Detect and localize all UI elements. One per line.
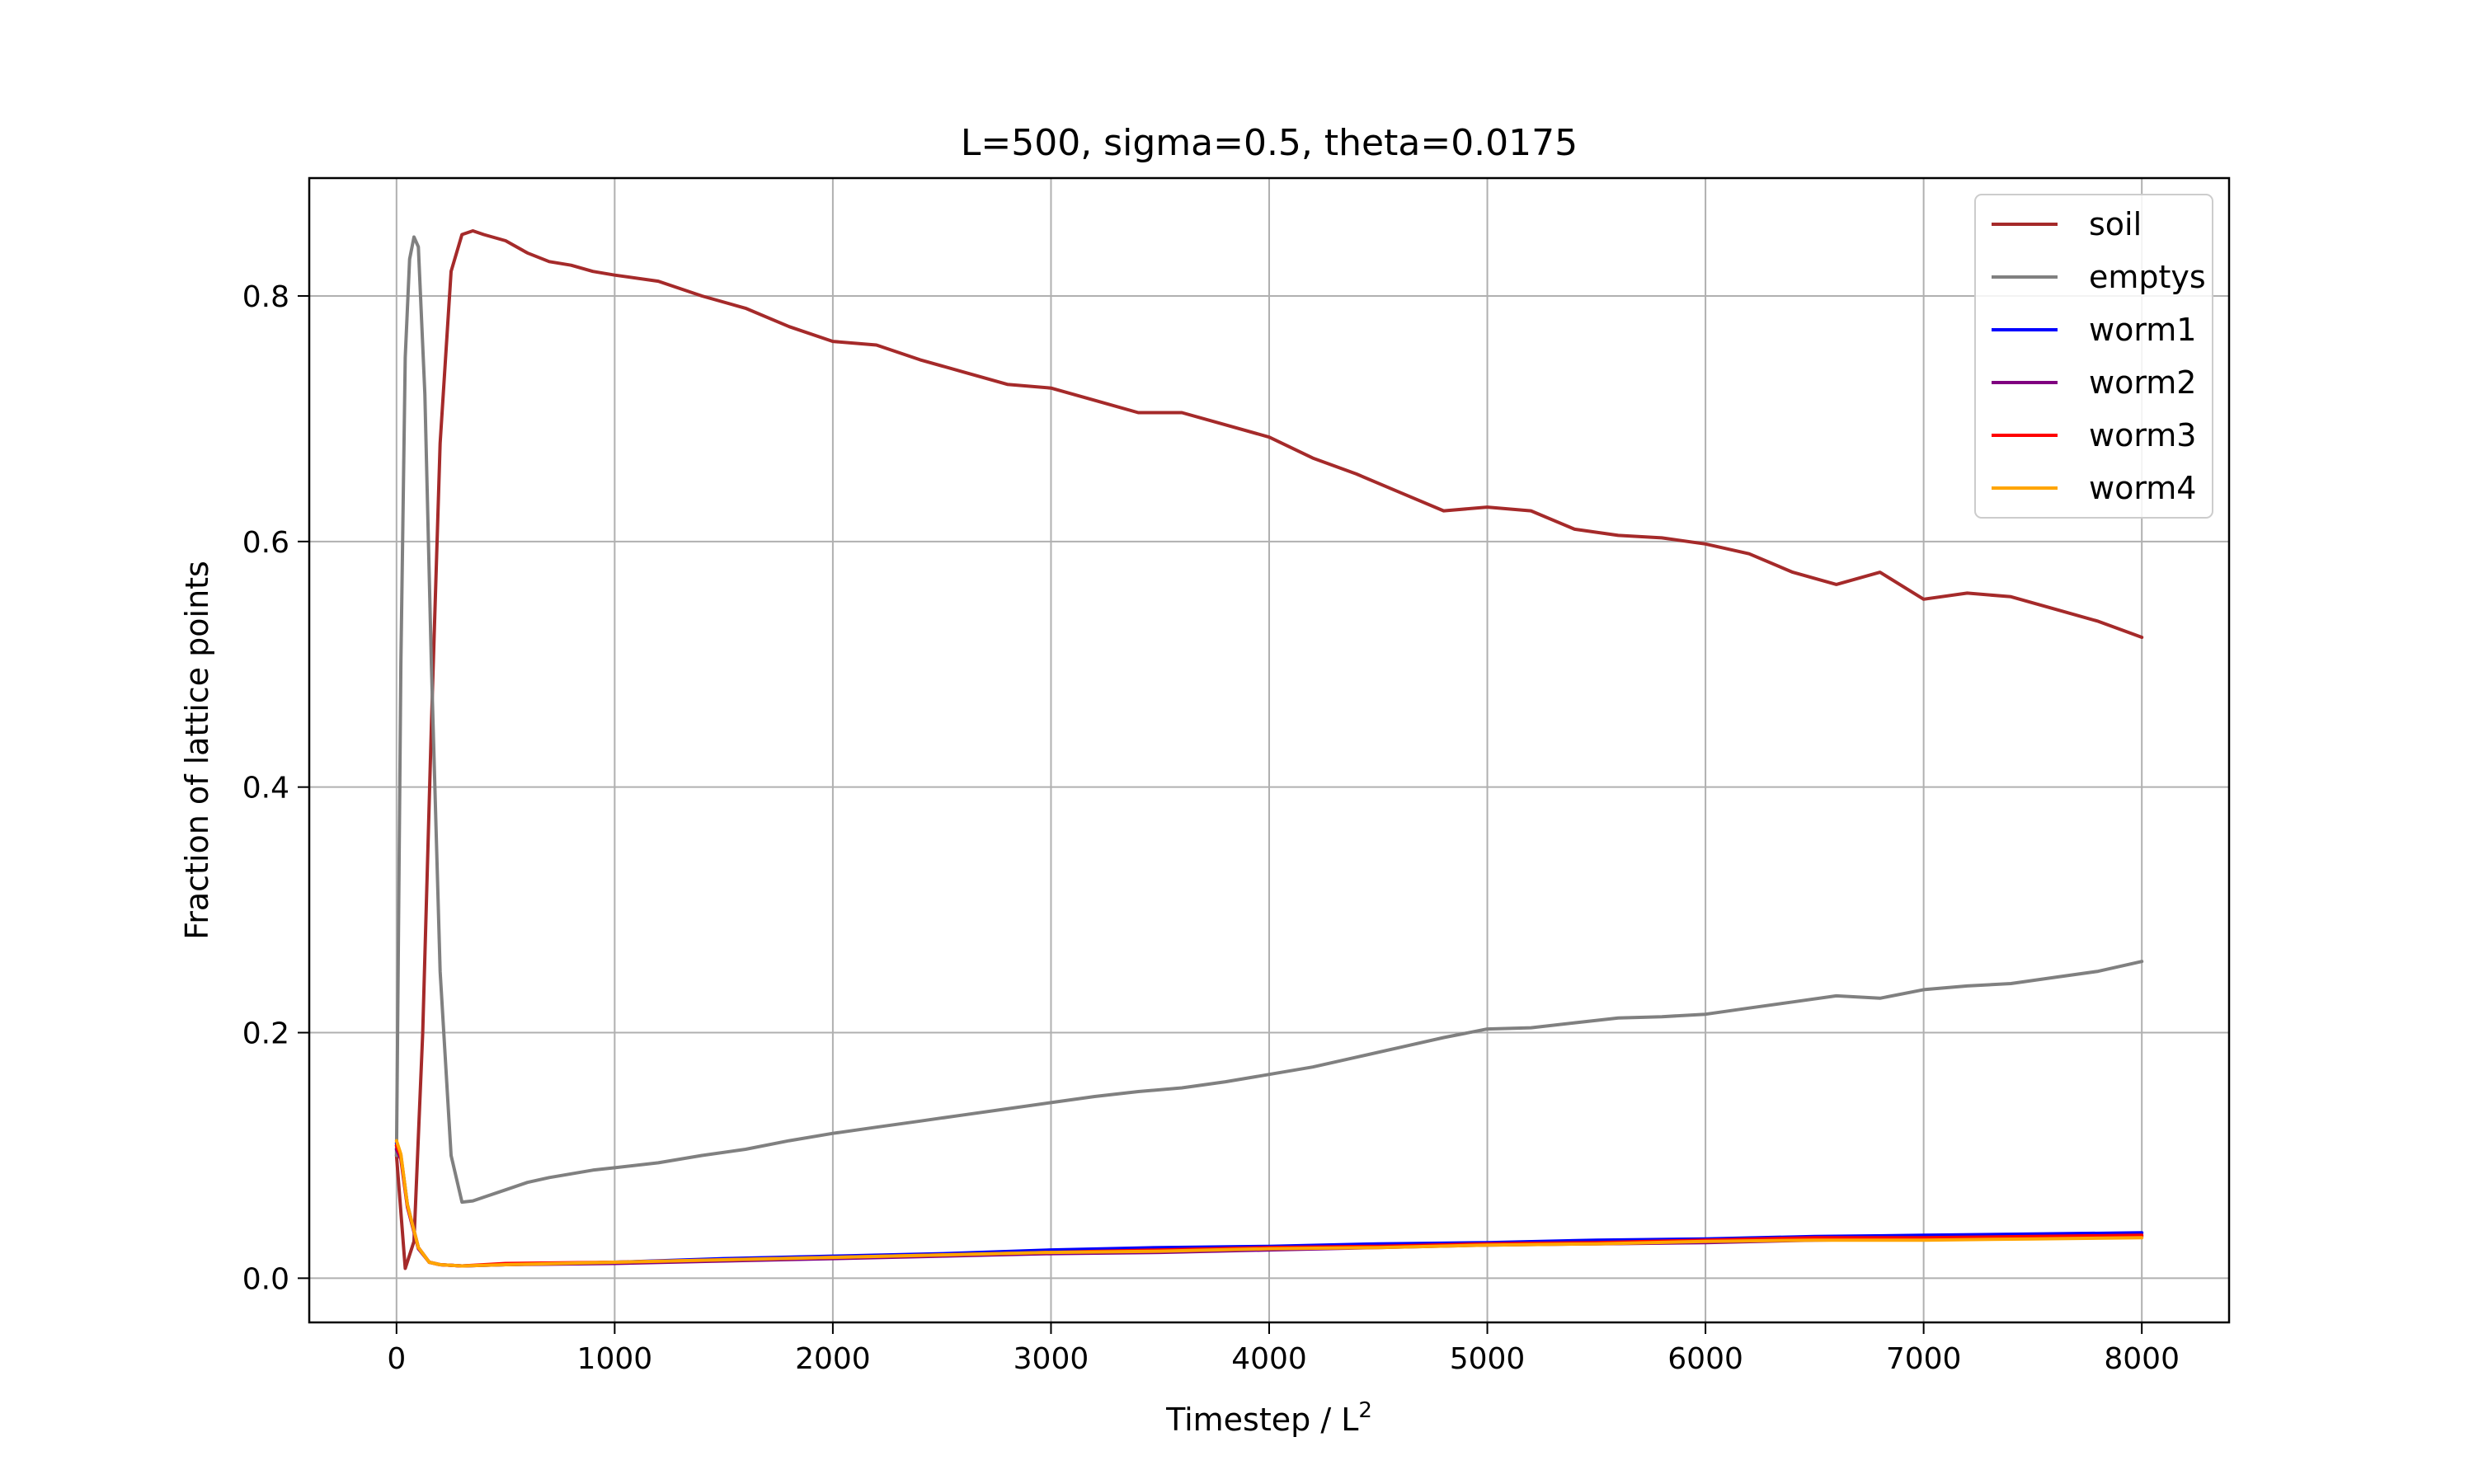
x-tick-label: 2000 xyxy=(795,1342,871,1376)
chart-title: L=500, sigma=0.5, theta=0.0175 xyxy=(961,122,1578,164)
x-tick-label: 6000 xyxy=(1667,1342,1743,1376)
y-axis: 0.0 0.2 0.4 0.6 0.8 xyxy=(242,280,309,1296)
x-axis-label: Timestep / L2 xyxy=(1165,1398,1372,1438)
x-tick-label: 7000 xyxy=(1886,1342,1962,1376)
x-tick-label: 4000 xyxy=(1231,1342,1307,1376)
series-line-worm4 xyxy=(394,1139,2144,1268)
grid xyxy=(309,178,2229,1322)
y-tick-label: 0.8 xyxy=(242,280,289,314)
legend-label-emptys: emptys xyxy=(2089,259,2206,295)
y-tick-label: 0.6 xyxy=(242,526,289,560)
x-axis: 0 1000 2000 3000 4000 5000 6000 7000 8000 xyxy=(387,1322,2180,1376)
series-line-emptys xyxy=(394,235,2144,1205)
x-tick-label: 1000 xyxy=(577,1342,653,1376)
x-axis-label-text: Timestep / L xyxy=(1165,1402,1358,1438)
x-tick-label: 3000 xyxy=(1014,1342,1089,1376)
legend: soil emptys worm1 worm2 worm3 worm4 xyxy=(1974,194,2213,519)
y-tick-label: 0.2 xyxy=(242,1017,289,1051)
y-tick-label: 0.4 xyxy=(242,772,289,805)
legend-label-worm1: worm1 xyxy=(2089,312,2196,348)
series-line-soil xyxy=(394,229,2144,1270)
x-axis-label-superscript: 2 xyxy=(1358,1398,1372,1423)
legend-label-worm3: worm3 xyxy=(2089,417,2196,453)
legend-label-soil: soil xyxy=(2089,206,2142,242)
y-axis-label: Fraction of lattice points xyxy=(179,561,215,940)
legend-label-worm2: worm2 xyxy=(2089,364,2196,401)
x-tick-label: 5000 xyxy=(1450,1342,1526,1376)
x-tick-label: 8000 xyxy=(2104,1342,2180,1376)
series-layer xyxy=(394,229,2144,1270)
legend-label-worm4: worm4 xyxy=(2089,470,2196,506)
y-tick-label: 0.0 xyxy=(242,1262,289,1296)
x-tick-label: 0 xyxy=(387,1342,406,1376)
